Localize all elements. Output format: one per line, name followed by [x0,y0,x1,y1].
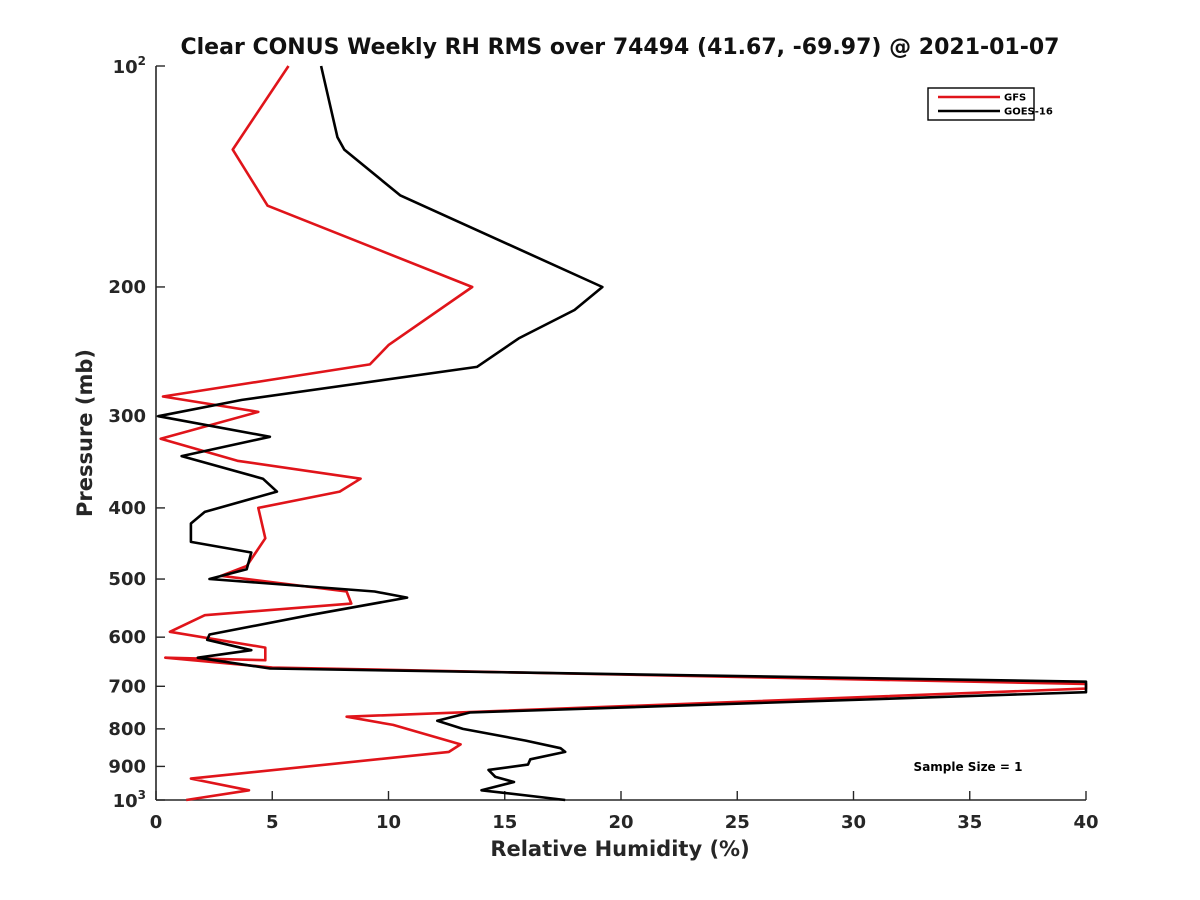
legend: GFS GOES-16 [927,87,1053,121]
series-line-gfs [159,65,1088,802]
legend-box [927,87,1035,121]
x-tick-label: 40 [1073,812,1098,833]
legend-label-goes-16: GOES-16 [1004,107,1053,118]
x-tick-label: 15 [492,812,517,833]
y-axis-label: Pressure (mb) [73,349,97,517]
x-tick-label: 0 [150,812,163,833]
y-tick-label: 600 [108,627,146,648]
y-tick-label: 300 [108,406,146,427]
chart-title: Clear CONUS Weekly RH RMS over 74494 (41… [181,35,1060,60]
x-tick-label: 5 [266,812,279,833]
y-tick-label: 900 [108,756,146,777]
x-tick-label: 25 [725,812,750,833]
y-tick-label: 500 [108,569,146,590]
y-tick-label: 102 [113,54,146,78]
x-tick-label: 30 [841,812,866,833]
series-line-goes-16 [157,65,1088,802]
y-tick-label: 700 [108,676,146,697]
y-tick-label: 103 [113,788,146,812]
x-tick-label: 10 [376,812,401,833]
sample-size-annotation: Sample Size = 1 [914,760,1023,774]
y-tick-label: 800 [108,719,146,740]
y-tick-label: 400 [108,498,146,519]
x-tick-label: 35 [957,812,982,833]
y-tick-label: 200 [108,277,146,298]
legend-label-gfs: GFS [1004,93,1026,104]
x-axis-label: Relative Humidity (%) [490,837,749,861]
x-tick-label: 20 [608,812,633,833]
plot-area: 0 5 10 15 20 25 30 35 40 102 200 300 400 500 600 700 800… [108,54,1098,833]
